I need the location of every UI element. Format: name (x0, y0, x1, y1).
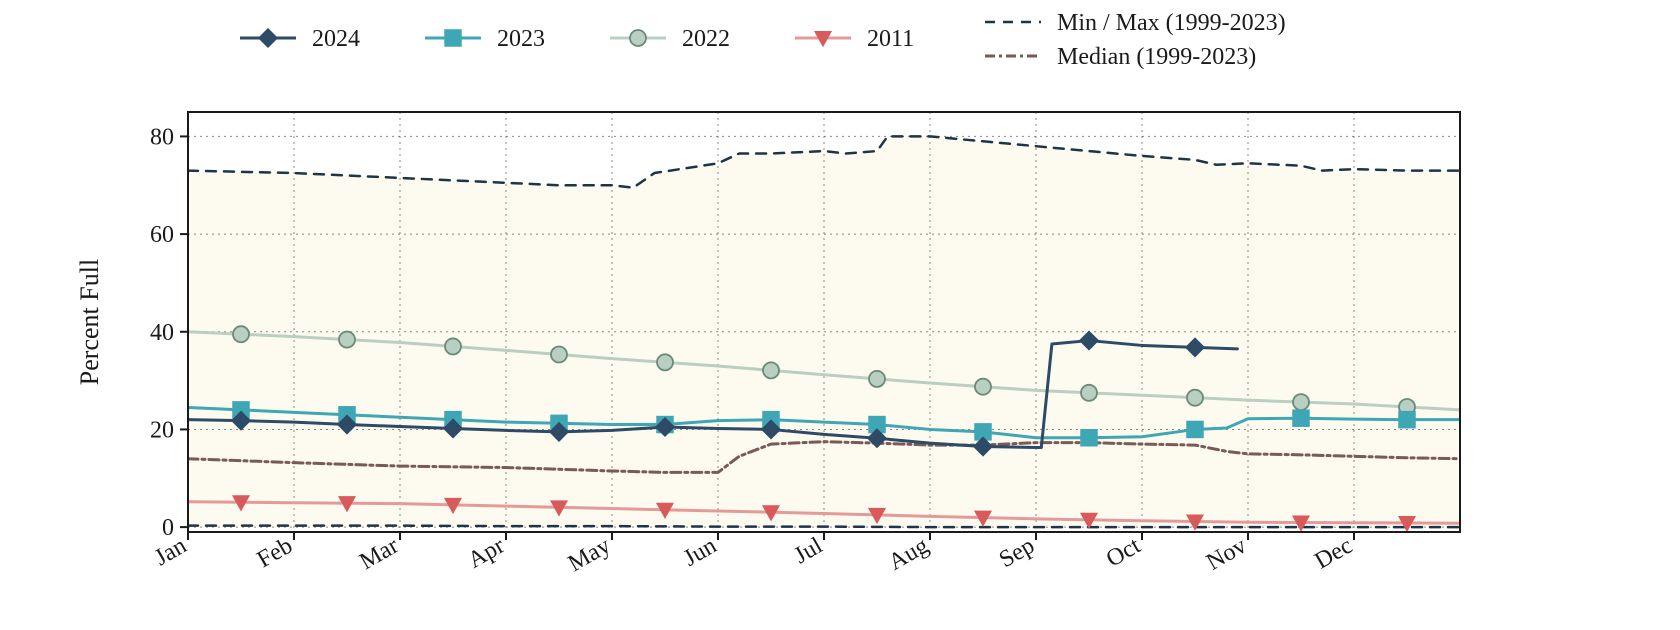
chart-container: 020406080JanFebMarAprMayJunJulAugSepOctN… (0, 0, 1680, 630)
series-min (188, 526, 1460, 527)
xtick-label: Feb (253, 533, 297, 574)
legend (240, 22, 1041, 56)
legend-label-s2023: 2023 (497, 26, 545, 52)
legend-label-median: Median (1999-2023) (1057, 44, 1256, 70)
ytick-label: 40 (150, 320, 174, 346)
xtick-label: Aug (884, 533, 933, 576)
ytick-label: 60 (150, 222, 174, 248)
xtick-label: Sep (995, 533, 1039, 574)
legend-label-minmax: Min / Max (1999-2023) (1057, 10, 1286, 36)
legend-label-s2022: 2022 (682, 26, 730, 52)
y-axis-label: Percent Full (75, 259, 104, 385)
xtick-label: Jul (790, 533, 828, 570)
xtick-label: Dec (1311, 533, 1357, 575)
legend-label-s2024: 2024 (312, 26, 360, 52)
xtick-label: Jan (150, 533, 191, 572)
legend-label-s2011: 2011 (867, 26, 914, 52)
xtick-label: Apr (464, 533, 509, 574)
xtick-label: Nov (1202, 533, 1251, 576)
ytick-label: 80 (150, 124, 174, 150)
xtick-label: May (564, 533, 615, 578)
xtick-label: Jun (679, 533, 721, 572)
xtick-label: Oct (1102, 533, 1145, 573)
chart-svg: 020406080JanFebMarAprMayJunJulAugSepOctN… (0, 0, 1680, 630)
ytick-label: 20 (150, 417, 174, 443)
xtick-label: Mar (355, 533, 403, 576)
